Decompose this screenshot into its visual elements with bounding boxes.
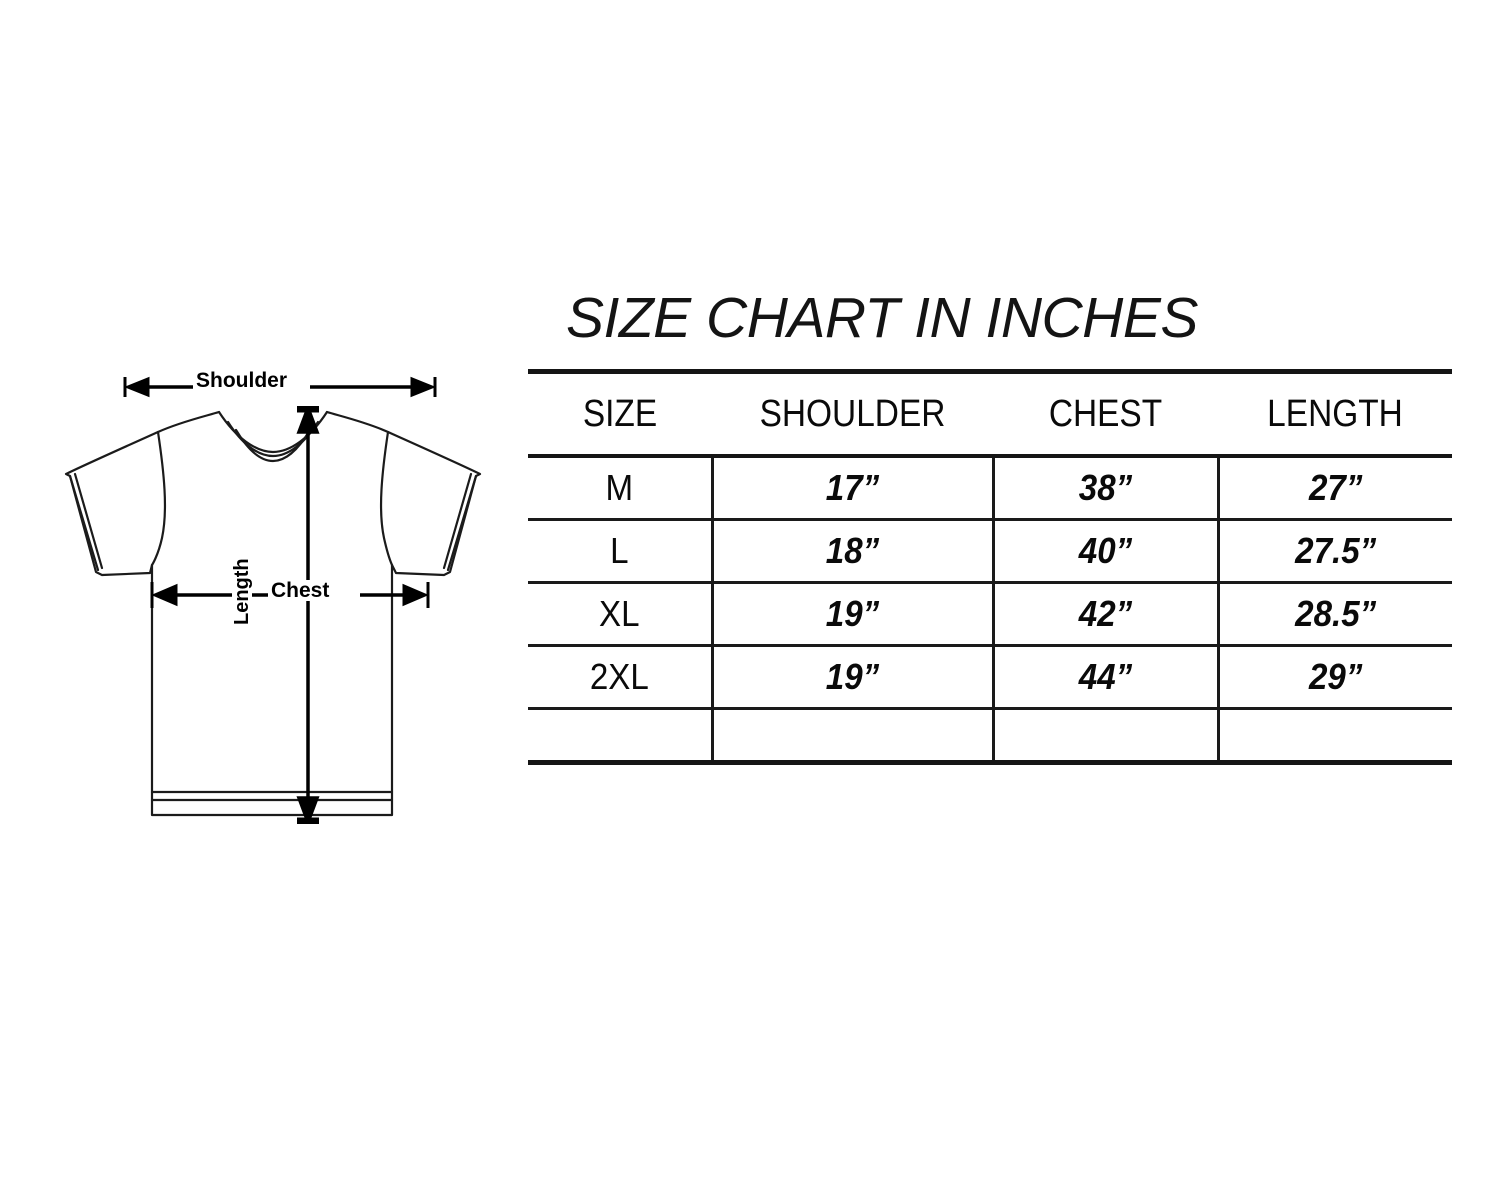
- cell-chest: 44”: [1002, 645, 1211, 710]
- cell-length: 27.5”: [1227, 519, 1443, 584]
- column-header-length: LENGTH: [1232, 369, 1438, 458]
- t-shirt-measurement-diagram: [40, 360, 520, 850]
- shoulder-dimension-label: Shoulder: [193, 370, 291, 391]
- cell-shoulder: 18”: [723, 519, 984, 584]
- column-header-size: SIZE: [539, 369, 701, 458]
- cell-chest: 42”: [1002, 582, 1211, 647]
- size-chart-panel: SIZE CHART IN INCHES SIZE SHOULDER CHEST…: [528, 290, 1452, 765]
- cell-length: 29”: [1227, 645, 1443, 710]
- cell-chest: [1002, 708, 1211, 765]
- cell-chest: 38”: [1002, 454, 1211, 521]
- cell-length: 28.5”: [1227, 582, 1443, 647]
- column-header-chest: CHEST: [1006, 369, 1205, 458]
- cell-size: [535, 708, 707, 765]
- length-dimension-label: Length: [231, 555, 253, 628]
- cell-shoulder: 17”: [723, 454, 984, 521]
- table-row: XL 19” 42” 28.5”: [528, 582, 1452, 647]
- column-header-shoulder: SHOULDER: [728, 369, 977, 458]
- cell-size: M: [535, 454, 707, 521]
- table-row: 2XL 19” 44” 29”: [528, 645, 1452, 710]
- chest-dimension-label: Chest: [268, 580, 333, 601]
- size-chart-table: SIZE SHOULDER CHEST LENGTH M 17” 38” 27”…: [528, 369, 1452, 765]
- cell-shoulder: [723, 708, 984, 765]
- table-row-empty: [528, 708, 1452, 765]
- cell-shoulder: 19”: [723, 645, 984, 710]
- cell-shoulder: 19”: [723, 582, 984, 647]
- cell-length: [1227, 708, 1443, 765]
- cell-length: 27”: [1227, 454, 1443, 521]
- t-shirt-outline-svg: [64, 410, 482, 817]
- page-title: SIZE CHART IN INCHES: [566, 286, 1198, 350]
- length-dimension-arrow: [296, 406, 320, 824]
- table-header-row: SIZE SHOULDER CHEST LENGTH: [528, 369, 1452, 458]
- cell-size: XL: [535, 582, 707, 647]
- cell-size: 2XL: [535, 645, 707, 710]
- table-row: M 17” 38” 27”: [528, 454, 1452, 521]
- cell-size: L: [535, 519, 707, 584]
- cell-chest: 40”: [1002, 519, 1211, 584]
- table-row: L 18” 40” 27.5”: [528, 519, 1452, 584]
